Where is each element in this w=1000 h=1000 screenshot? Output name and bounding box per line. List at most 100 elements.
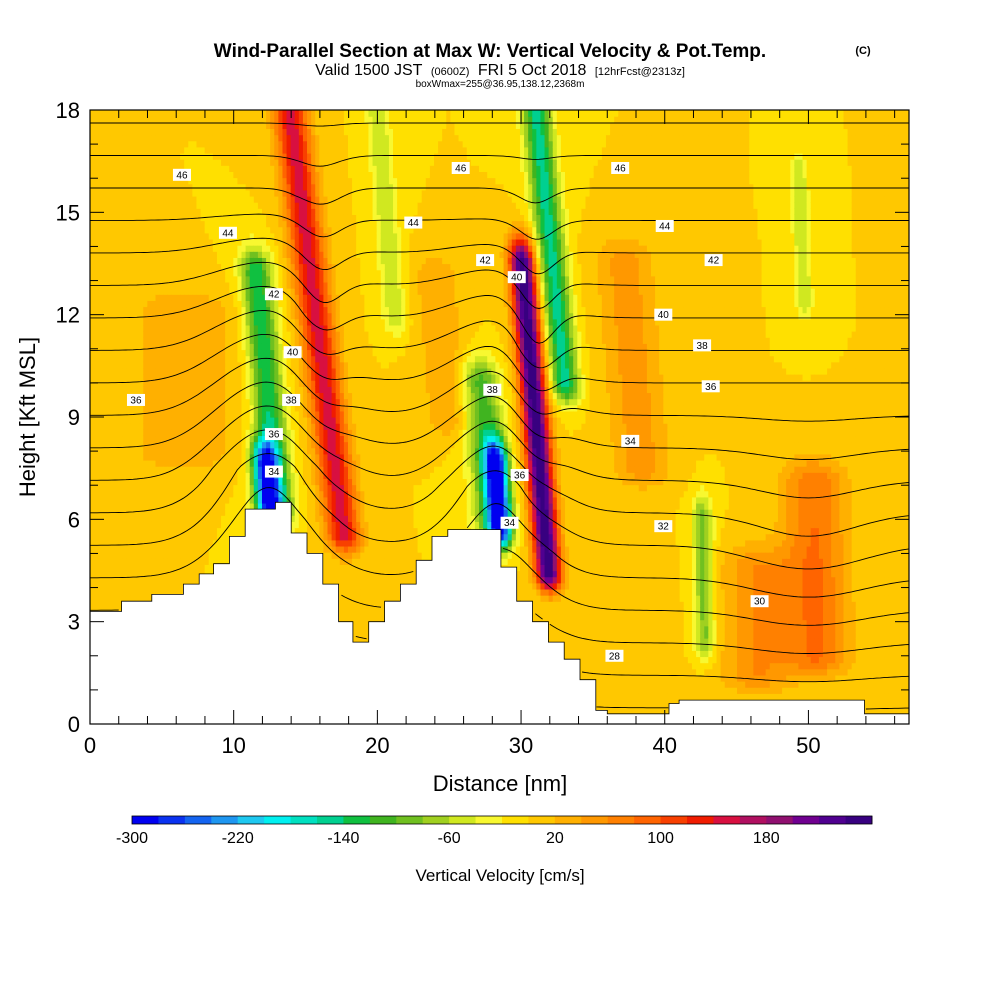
field-cell: [208, 496, 214, 504]
field-cell: [204, 288, 210, 295]
field-cell: [261, 453, 267, 461]
field-cell: [216, 453, 222, 461]
field-cell: [130, 165, 136, 172]
field-cell: [216, 447, 222, 455]
field-cell: [253, 183, 259, 191]
field-cell: [114, 238, 120, 246]
field-cell: [122, 208, 128, 215]
field-cell: [233, 459, 239, 467]
field-cell: [229, 294, 234, 301]
field-cell: [237, 232, 243, 240]
field-cell: [216, 502, 222, 510]
field-cell: [286, 226, 292, 234]
field-cell: [139, 447, 144, 455]
field-cell: [143, 110, 148, 117]
field-cell: [237, 441, 243, 449]
field-cell: [159, 110, 165, 117]
field-cell: [110, 472, 116, 479]
field-cell: [237, 386, 243, 394]
field-cell: [196, 140, 202, 148]
field-cell: [122, 165, 128, 172]
field-cell: [192, 110, 198, 117]
field-cell: [147, 171, 153, 179]
field-cell: [90, 380, 95, 387]
field-cell: [130, 232, 136, 240]
field-cell: [274, 490, 279, 498]
field-cell: [253, 257, 259, 265]
field-cell: [110, 527, 116, 535]
field-cell: [135, 269, 140, 277]
field-cell: [151, 588, 157, 596]
field-cell: [180, 195, 185, 203]
field-cell: [282, 466, 288, 473]
field-cell: [106, 251, 112, 258]
field-cell: [249, 496, 255, 504]
field-cell: [114, 429, 120, 437]
field-cell: [286, 404, 292, 412]
field-cell: [139, 496, 144, 504]
field-cell: [233, 152, 239, 160]
field-cell: [110, 306, 116, 314]
field-cell: [180, 490, 185, 498]
field-cell: [208, 515, 214, 522]
field-cell: [200, 165, 206, 172]
field-cell: [278, 410, 284, 418]
field-cell: [114, 312, 120, 320]
field-cell: [167, 306, 173, 314]
field-cell: [257, 417, 263, 424]
field-cell: [171, 429, 177, 437]
field-cell: [274, 281, 279, 289]
field-cell: [221, 183, 226, 191]
field-cell: [225, 545, 230, 553]
field-cell: [241, 232, 247, 240]
field-cell: [114, 361, 120, 369]
field-cell: [192, 275, 198, 283]
field-cell: [180, 294, 185, 301]
field-cell: [225, 312, 230, 320]
field-cell: [163, 257, 169, 265]
field-cell: [118, 134, 124, 142]
field-cell: [200, 441, 206, 449]
field-cell: [143, 288, 148, 295]
field-cell: [184, 110, 189, 117]
field-cell: [94, 490, 99, 498]
field-cell: [253, 281, 259, 289]
field-cell: [98, 447, 103, 455]
field-cell: [290, 509, 296, 516]
field-cell: [94, 392, 99, 400]
field-cell: [90, 324, 95, 332]
field-cell: [98, 202, 103, 209]
field-cell: [98, 152, 103, 160]
field-cell: [188, 177, 193, 185]
field-cell: [237, 110, 243, 117]
field-cell: [188, 134, 193, 142]
field-cell: [261, 116, 267, 123]
field-cell: [212, 398, 218, 406]
field-cell: [196, 202, 202, 209]
field-cell: [216, 343, 222, 351]
field-cell: [135, 564, 140, 572]
field-cell: [98, 300, 103, 308]
field-cell: [126, 527, 132, 535]
field-cell: [159, 214, 165, 222]
field-cell: [196, 318, 202, 326]
field-cell: [130, 245, 136, 252]
field-cell: [245, 238, 251, 246]
field-cell: [102, 496, 107, 504]
field-cell: [122, 386, 128, 394]
field-cell: [180, 122, 185, 130]
field-cell: [274, 159, 279, 166]
field-cell: [233, 367, 239, 375]
field-cell: [261, 324, 267, 332]
field-cell: [184, 128, 189, 136]
field-cell: [176, 251, 181, 258]
field-cell: [94, 324, 99, 332]
field-cell: [106, 478, 112, 486]
field-cell: [225, 251, 230, 258]
field-cell: [155, 238, 161, 246]
field-cell: [151, 140, 157, 148]
field-cell: [122, 232, 128, 240]
field-cell: [167, 300, 173, 308]
field-cell: [176, 343, 181, 351]
field-cell: [257, 189, 263, 197]
